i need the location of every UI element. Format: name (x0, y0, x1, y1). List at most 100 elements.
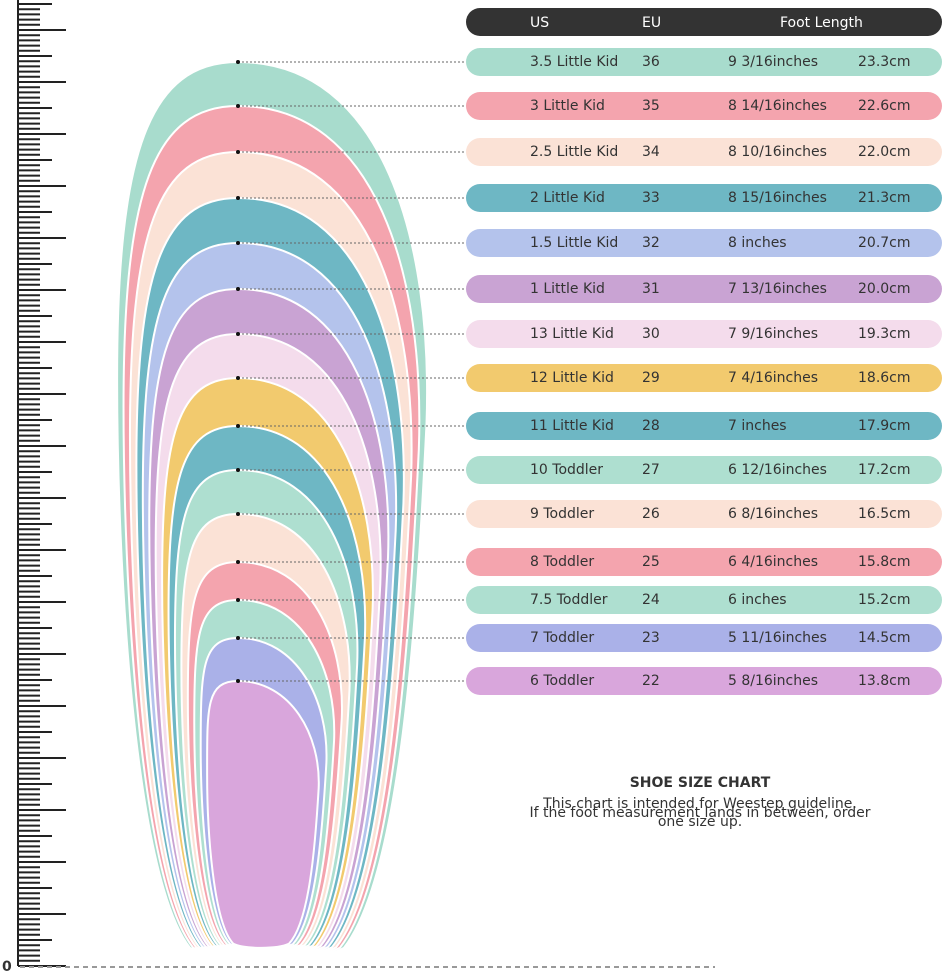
row-cm: 22.0cm (858, 144, 911, 160)
row-us: 10 Toddler (530, 462, 603, 478)
row-us: 1 Little Kid (530, 281, 605, 297)
row-eu: 28 (642, 418, 660, 434)
row-us: 12 Little Kid (530, 370, 614, 386)
row-pill (466, 229, 942, 257)
header-us: US (530, 15, 549, 31)
note-line: one size up. (658, 814, 742, 830)
row-eu: 23 (642, 630, 660, 646)
row-pill (466, 364, 942, 392)
row-inches: 6 inches (728, 592, 787, 608)
row-eu: 29 (642, 370, 660, 386)
row-us: 2 Little Kid (530, 190, 605, 206)
row-cm: 15.8cm (858, 554, 911, 570)
header-bar (466, 8, 942, 36)
leader-dot (236, 287, 240, 291)
leader-dot (236, 104, 240, 108)
row-us: 3 Little Kid (530, 98, 605, 114)
leader-dot (236, 196, 240, 200)
row-cm: 19.3cm (858, 326, 911, 342)
row-eu: 27 (642, 462, 660, 478)
row-inches: 5 8/16inches (728, 673, 818, 689)
row-eu: 25 (642, 554, 660, 570)
title: SHOE SIZE CHART (630, 775, 771, 791)
row-eu: 32 (642, 235, 660, 251)
row-cm: 20.7cm (858, 235, 911, 251)
row-us: 9 Toddler (530, 506, 594, 522)
row-cm: 15.2cm (858, 592, 911, 608)
row-inches: 7 inches (728, 418, 787, 434)
row-inches: 7 13/16inches (728, 281, 827, 297)
note-line: If the foot measurement lands in between… (529, 805, 870, 821)
row-pill (466, 667, 942, 695)
row-eu: 24 (642, 592, 660, 608)
row-pill (466, 548, 942, 576)
row-inches: 6 4/16inches (728, 554, 818, 570)
row-cm: 23.3cm (858, 54, 911, 70)
row-inches: 7 4/16inches (728, 370, 818, 386)
size-table: US EU Foot Length 3.5 Little Kid 36 9 3/16… (236, 8, 942, 695)
ruler-zero: 0 (2, 959, 12, 975)
row-cm: 22.6cm (858, 98, 911, 114)
row-eu: 33 (642, 190, 660, 206)
row-pill (466, 275, 942, 303)
row-inches: 5 11/16inches (728, 630, 827, 646)
row-cm: 17.9cm (858, 418, 911, 434)
row-cm: 18.6cm (858, 370, 911, 386)
leader-dot (236, 424, 240, 428)
row-pill (466, 456, 942, 484)
row-eu: 34 (642, 144, 660, 160)
leader-dot (236, 598, 240, 602)
leader-dot (236, 679, 240, 683)
note-line: This chart is intended for Weestep guide… (542, 796, 857, 812)
row-cm: 14.5cm (858, 630, 911, 646)
leader-dot (236, 512, 240, 516)
leader-dot (236, 468, 240, 472)
row-eu: 31 (642, 281, 660, 297)
row-inches: 8 14/16inches (728, 98, 827, 114)
row-pill (466, 138, 942, 166)
foot-outline (206, 679, 320, 949)
leader-dot (236, 636, 240, 640)
row-inches: 7 9/16inches (728, 326, 818, 342)
row-us: 7.5 Toddler (530, 592, 608, 608)
row-eu: 35 (642, 98, 660, 114)
leader-dot (236, 560, 240, 564)
row-us: 11 Little Kid (530, 418, 614, 434)
row-us: 3.5 Little Kid (530, 54, 618, 70)
row-pill (466, 184, 942, 212)
leader-dot (236, 60, 240, 64)
row-inches: 6 12/16inches (728, 462, 827, 478)
row-eu: 22 (642, 673, 660, 689)
row-us: 6 Toddler (530, 673, 594, 689)
row-inches: 9 3/16inches (728, 54, 818, 70)
leader-dot (236, 241, 240, 245)
leader-dot (236, 150, 240, 154)
row-eu: 26 (642, 506, 660, 522)
row-us: 13 Little Kid (530, 326, 614, 342)
row-pill (466, 412, 942, 440)
row-inches: 8 10/16inches (728, 144, 827, 160)
row-pill (466, 500, 942, 528)
row-pill (466, 48, 942, 76)
row-us: 7 Toddler (530, 630, 594, 646)
row-us: 8 Toddler (530, 554, 594, 570)
row-us: 2.5 Little Kid (530, 144, 618, 160)
row-cm: 20.0cm (858, 281, 911, 297)
leader-dot (236, 332, 240, 336)
leader-dot (236, 376, 240, 380)
row-pill (466, 586, 942, 614)
row-cm: 13.8cm (858, 673, 911, 689)
row-cm: 21.3cm (858, 190, 911, 206)
foot-outlines (116, 60, 429, 963)
row-eu: 36 (642, 54, 660, 70)
row-cm: 16.5cm (858, 506, 911, 522)
row-inches: 6 8/16inches (728, 506, 818, 522)
row-pill (466, 92, 942, 120)
ruler (17, 0, 66, 967)
row-inches: 8 15/16inches (728, 190, 827, 206)
row-pill (466, 624, 942, 652)
row-inches: 8 inches (728, 235, 787, 251)
row-pill (466, 320, 942, 348)
row-cm: 17.2cm (858, 462, 911, 478)
